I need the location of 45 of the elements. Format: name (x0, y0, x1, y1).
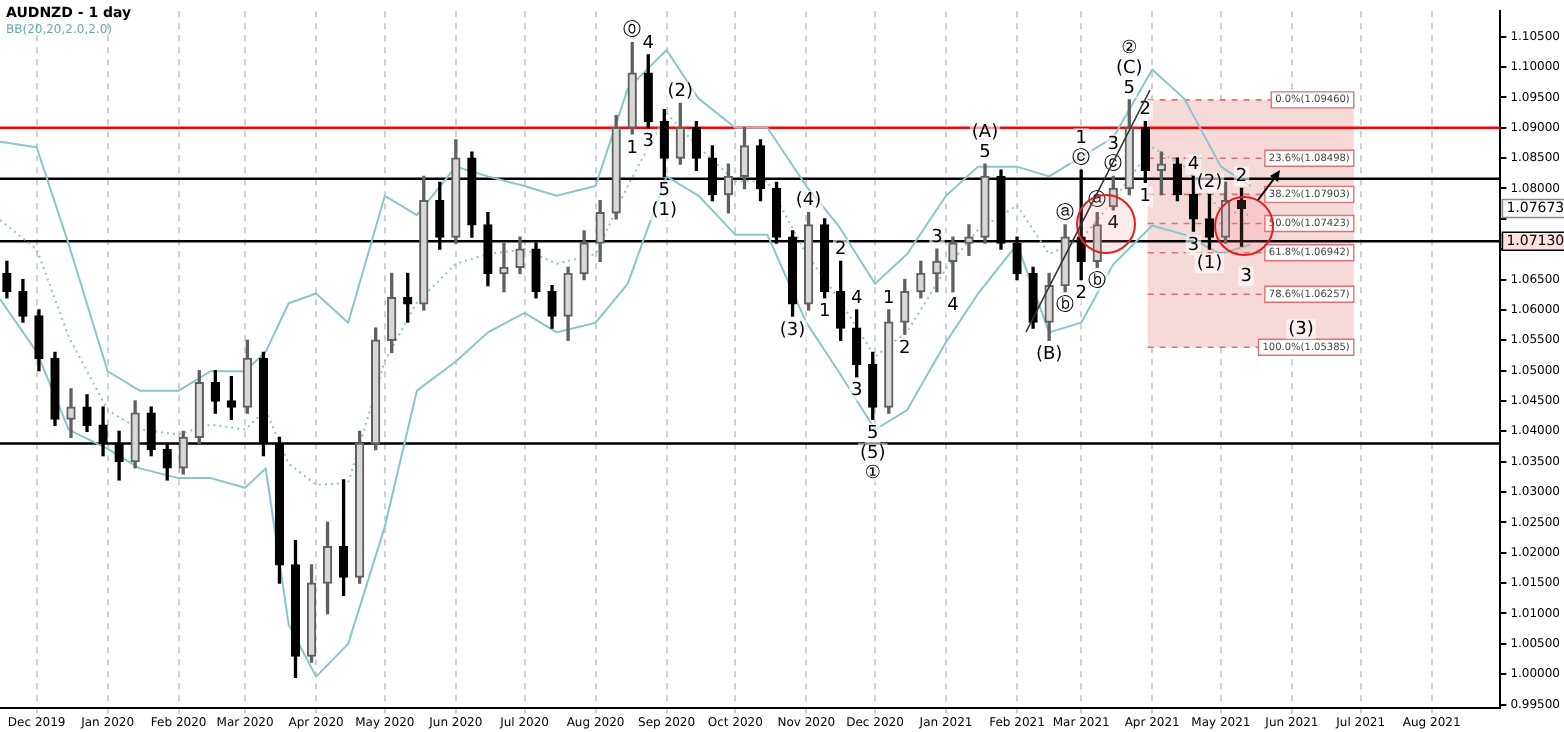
annotation: 2 (1235, 167, 1248, 188)
annotation: 3 (850, 381, 863, 402)
annotation: (4) (795, 191, 822, 212)
annotation: 2 (834, 240, 847, 261)
annotation: 1 (1139, 187, 1152, 208)
annotation: (B) (1035, 344, 1063, 365)
annotation: 1 (883, 288, 895, 309)
annotation: (C) (1115, 58, 1143, 79)
annotation: ⓑ (1088, 270, 1107, 293)
annotation: 5 (1123, 78, 1136, 99)
annotation: (1) (651, 201, 678, 222)
annotation: 3 (1240, 267, 1252, 287)
annotation: 1 (626, 138, 638, 159)
annotation: (1) (1196, 253, 1223, 274)
annotation: (5) (859, 443, 886, 464)
annotation: (3) (779, 320, 806, 341)
annotation: 4 (642, 33, 655, 54)
annotation: 5 (867, 423, 879, 444)
annotation: 5 (658, 181, 671, 202)
annotation: 3 (931, 227, 943, 248)
annotation: (A) (971, 122, 999, 143)
annotation: ② (1121, 38, 1138, 59)
annotation: 4 (947, 296, 960, 317)
annotation: (2) (1196, 173, 1223, 194)
annotation: 3 (1107, 135, 1119, 156)
annotation: ⓒ (1072, 146, 1091, 169)
annotation: 4 (1187, 155, 1200, 176)
annotation: ⓐ (1056, 201, 1075, 224)
annotation: 1 (1075, 128, 1087, 149)
annotation: 1 (818, 302, 831, 323)
annotation: ① (864, 463, 881, 484)
annotation: 5 (979, 142, 991, 163)
annotation: 2 (1139, 100, 1152, 121)
candlestick (964, 224, 974, 256)
annotation: 3 (1187, 235, 1200, 256)
annotation: 2 (899, 338, 911, 359)
annotation: ⓑ (1056, 294, 1075, 317)
annotation: (2) (667, 82, 694, 103)
annotation: 2 (1075, 284, 1087, 305)
annotation: 4 (1107, 214, 1120, 235)
annotation: 3 (642, 132, 654, 153)
annotation: ⓪ (623, 19, 642, 42)
annotation: (3) (1288, 319, 1314, 340)
candlestick (499, 242, 509, 293)
annotation: 4 (850, 288, 863, 309)
